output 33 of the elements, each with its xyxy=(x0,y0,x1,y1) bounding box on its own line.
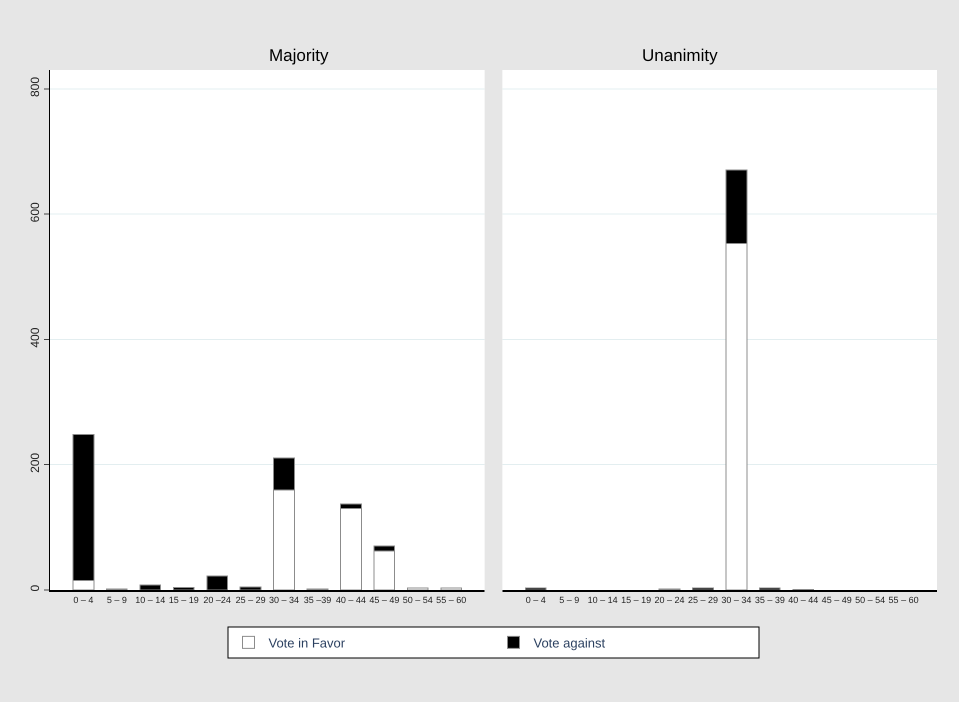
x-tick-label: 15 – 19 xyxy=(621,594,652,605)
x-tick-label: 30 – 34 xyxy=(269,594,300,605)
y-tick-label: 400 xyxy=(28,327,42,348)
x-tick-label: 50 – 54 xyxy=(402,594,433,605)
x-tick-label: 20 – 24 xyxy=(654,594,685,605)
legend-label: Vote in Favor xyxy=(268,635,346,650)
x-tick-label: 40 – 44 xyxy=(788,594,818,605)
y-tick-label: 800 xyxy=(28,76,42,98)
x-tick-label: 40 – 44 xyxy=(336,594,366,605)
legend-label: Vote against xyxy=(534,635,606,650)
chart-title: Majority xyxy=(269,46,330,65)
x-tick-label: 5 – 9 xyxy=(106,594,127,605)
chart-title: Unanimity xyxy=(642,46,718,65)
y-tick-label: 0 xyxy=(28,584,42,592)
x-tick-label: 20 –24 xyxy=(203,594,231,605)
x-tick-label: 10 – 14 xyxy=(588,594,618,605)
x-tick-label: 15 – 19 xyxy=(168,594,199,605)
x-tick-label: 0 – 4 xyxy=(73,594,94,605)
x-tick-label: 5 – 9 xyxy=(559,594,580,605)
x-tick-label: 45 – 49 xyxy=(369,594,400,605)
x-tick-label: 55 – 60 xyxy=(888,594,919,605)
y-tick-label: 200 xyxy=(28,452,42,473)
x-tick-label: 35 –39 xyxy=(304,594,332,605)
x-tick-label: 55 – 60 xyxy=(436,594,466,605)
y-tick-label: 600 xyxy=(28,202,42,222)
x-tick-label: 35 – 39 xyxy=(754,594,785,605)
x-tick-label: 25 – 29 xyxy=(688,594,718,605)
x-tick-label: 10 – 14 xyxy=(135,594,166,605)
x-tick-label: 50 – 54 xyxy=(855,594,886,605)
x-tick-label: 30 – 34 xyxy=(721,594,752,605)
x-tick-label: 0 – 4 xyxy=(526,594,546,605)
x-tick-label: 25 – 29 xyxy=(236,594,266,605)
x-tick-label: 45 – 49 xyxy=(822,594,852,605)
